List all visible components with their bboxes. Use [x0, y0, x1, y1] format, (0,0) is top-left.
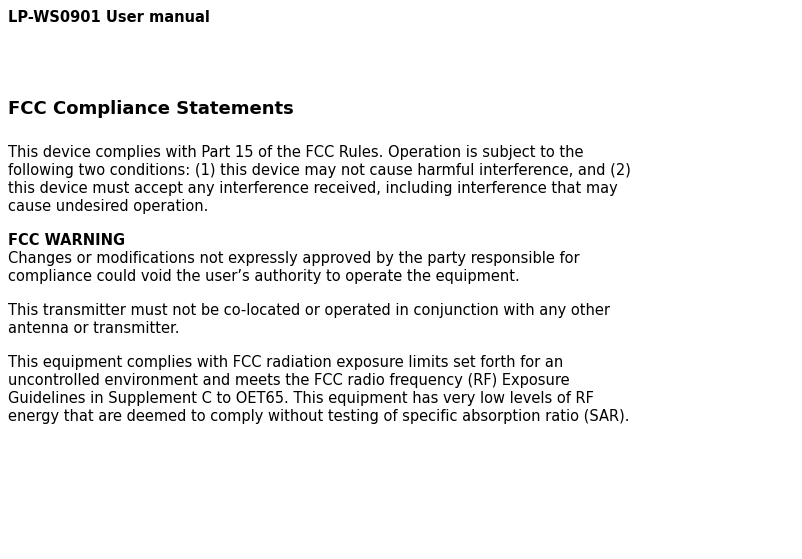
Text: antenna or transmitter.: antenna or transmitter.	[8, 321, 180, 336]
Text: this device must accept any interference received, including interference that m: this device must accept any interference…	[8, 181, 618, 196]
Text: Guidelines in Supplement C to OET65. This equipment has very low levels of RF: Guidelines in Supplement C to OET65. Thi…	[8, 391, 593, 406]
Text: FCC WARNING: FCC WARNING	[8, 233, 125, 248]
Text: FCC Compliance Statements: FCC Compliance Statements	[8, 100, 294, 118]
Text: This equipment complies with FCC radiation exposure limits set forth for an: This equipment complies with FCC radiati…	[8, 355, 563, 370]
Text: energy that are deemed to comply without testing of specific absorption ratio (S: energy that are deemed to comply without…	[8, 409, 630, 424]
Text: compliance could void the user’s authority to operate the equipment.: compliance could void the user’s authori…	[8, 269, 520, 284]
Text: LP-WS0901 User manual: LP-WS0901 User manual	[8, 10, 210, 25]
Text: following two conditions: (1) this device may not cause harmful interference, an: following two conditions: (1) this devic…	[8, 163, 631, 178]
Text: cause undesired operation.: cause undesired operation.	[8, 199, 209, 214]
Text: This transmitter must not be co-located or operated in conjunction with any othe: This transmitter must not be co-located …	[8, 303, 610, 318]
Text: Changes or modifications not expressly approved by the party responsible for: Changes or modifications not expressly a…	[8, 251, 580, 266]
Text: This device complies with Part 15 of the FCC Rules. Operation is subject to the: This device complies with Part 15 of the…	[8, 145, 584, 160]
Text: uncontrolled environment and meets the FCC radio frequency (RF) Exposure: uncontrolled environment and meets the F…	[8, 373, 569, 388]
